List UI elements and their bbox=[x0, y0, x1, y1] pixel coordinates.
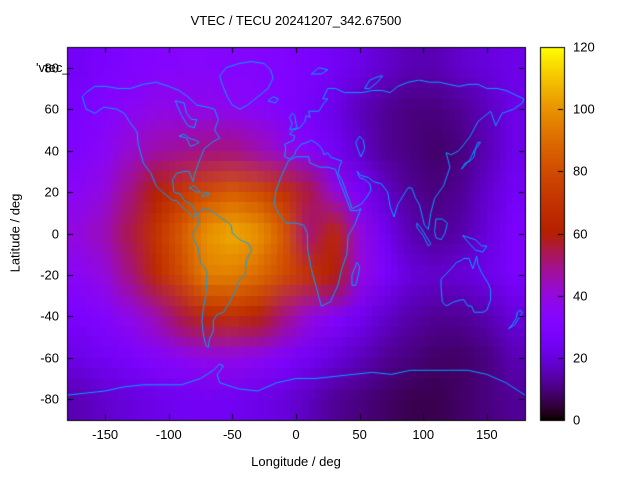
x-tick-label: 100 bbox=[412, 427, 435, 442]
colorbar-tick-label: 120 bbox=[573, 39, 595, 55]
y-tick-label: 40 bbox=[44, 143, 59, 159]
y-tick-label: 60 bbox=[44, 101, 59, 117]
y-tick-label: -60 bbox=[40, 350, 59, 366]
y-tick-label: 80 bbox=[44, 60, 59, 76]
x-tick-label: 0 bbox=[292, 427, 300, 442]
x-tick-label: -100 bbox=[155, 427, 182, 442]
y-tick-label: -20 bbox=[40, 267, 59, 283]
y-tick-label: -80 bbox=[40, 391, 59, 407]
y-tick-label: 20 bbox=[44, 184, 59, 200]
colorbar-tick-label: 60 bbox=[573, 226, 588, 241]
x-tick-label: 150 bbox=[475, 427, 498, 442]
colorbar-tick-label: 20 bbox=[573, 350, 588, 366]
colorbar-tick-label: 80 bbox=[573, 163, 588, 179]
colorbar-tick-label: 0 bbox=[573, 412, 581, 428]
key-label: 'vtec_ bbox=[36, 60, 70, 75]
x-tick-label: -50 bbox=[222, 427, 242, 442]
y-axis-label: Latitude / deg bbox=[7, 193, 23, 273]
chart-title: VTEC / TECU 20241207_342.67500 bbox=[190, 13, 402, 28]
y-tick-label: 0 bbox=[51, 226, 59, 241]
colorbar-tick-label: 100 bbox=[573, 101, 595, 117]
colorbar-tick-label: 40 bbox=[573, 288, 588, 304]
x-tick-label: 50 bbox=[352, 427, 367, 442]
y-tick-label: -40 bbox=[40, 308, 59, 324]
x-tick-label: -150 bbox=[92, 427, 119, 442]
x-axis-label: Longitude / deg bbox=[251, 454, 341, 469]
